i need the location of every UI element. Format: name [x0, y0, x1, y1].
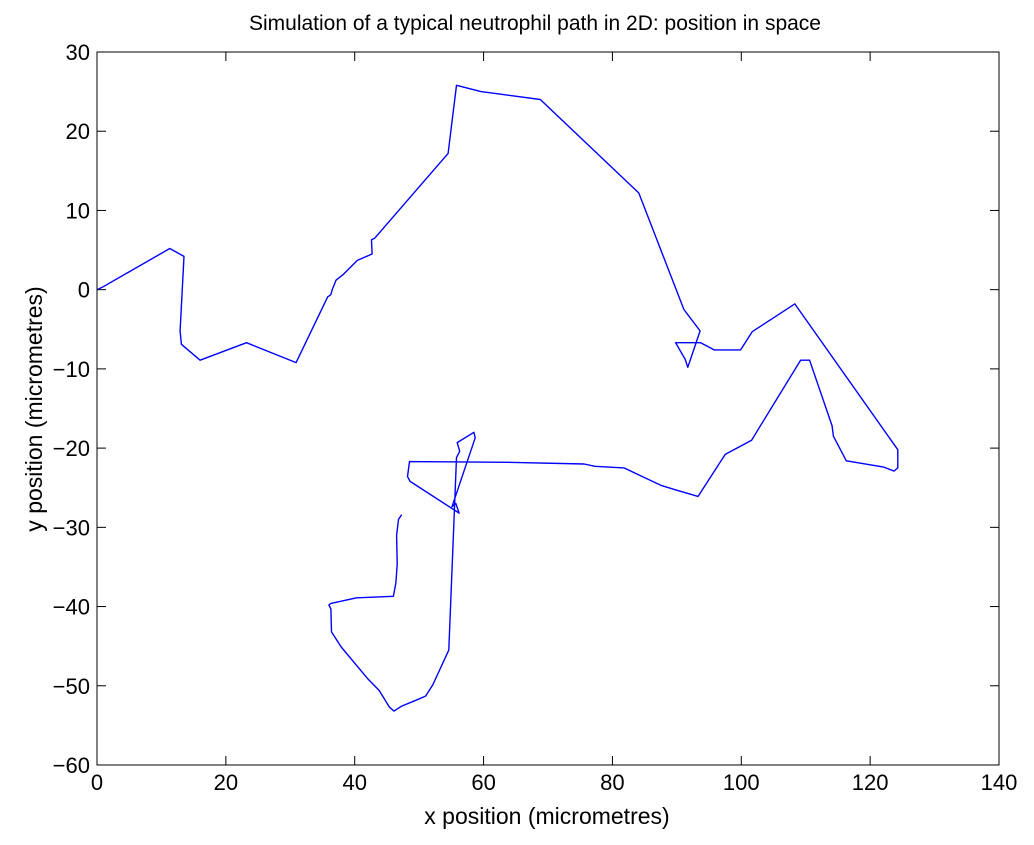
y-tick-label: −20 [53, 436, 90, 461]
x-tick-label: 20 [214, 770, 238, 795]
y-tick-label: −40 [53, 595, 90, 620]
y-tick-label: −10 [53, 357, 90, 382]
y-axis-label: y position (micrometres) [21, 286, 47, 531]
y-tick-label: 0 [78, 278, 90, 303]
x-axis-label: x position (micrometres) [424, 803, 669, 829]
y-tick-label: 10 [66, 198, 90, 223]
x-tick-label: 120 [852, 770, 889, 795]
x-tick-label: 0 [91, 770, 103, 795]
y-tick-label: 20 [66, 119, 90, 144]
plot-area [96, 84, 899, 712]
x-tick-label: 80 [600, 770, 624, 795]
chart-title: Simulation of a typical neutrophil path … [249, 12, 821, 35]
x-tick-label: 60 [471, 770, 495, 795]
y-tick-label: −60 [53, 753, 90, 778]
x-tick-label: 140 [981, 770, 1018, 795]
y-tick-label: −30 [53, 515, 90, 540]
y-tick-label: 30 [66, 40, 90, 65]
y-tick-label: −50 [53, 674, 90, 699]
x-tick-label: 40 [342, 770, 366, 795]
axis-ticks: 0 20 40 60 80 100 120 140 −60 −50 −40 −30 −20 −10 0 10 2… [53, 40, 1018, 795]
plot-frame [96, 51, 1000, 766]
x-tick-label: 100 [723, 770, 760, 795]
neutrophil-path-line [96, 84, 899, 712]
